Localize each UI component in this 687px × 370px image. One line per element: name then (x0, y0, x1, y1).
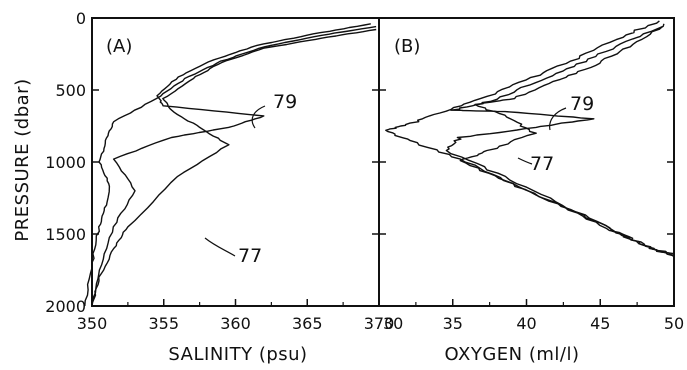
y-tick-label: 0 (76, 9, 86, 28)
y-axis-title: PRESSURE (dbar) (12, 78, 33, 241)
panel-b: 30 35 40 45 50 (B) OXYGEN (ml/l) 79 77 (378, 17, 684, 365)
panel-b-x-tick-label: 50 (664, 314, 684, 333)
y-tick-label: 500 (55, 81, 86, 100)
panel-a-x-tick-label: 370 (364, 314, 395, 333)
panel-b-label: (B) (394, 36, 420, 57)
y-tick-label: 2000 (45, 297, 86, 316)
panel-b-annotation-79-label: 79 (570, 93, 594, 115)
panel-a-annotation-77: 77 (204, 237, 262, 267)
panel-a-label: (A) (106, 36, 132, 57)
panel-a-series-2 (91, 23, 371, 306)
panel-b-series-2 (445, 23, 675, 255)
panel-a-x-tick-label: 365 (292, 314, 323, 333)
panel-a-annotation-77-label: 77 (238, 245, 262, 267)
panel-a-xlabel: SALINITY (psu) (168, 344, 307, 365)
panel-a-ticks: 350 355 360 365 370 0 500 1000 1500 2000 (45, 9, 394, 333)
panel-a-x-tick-label: 360 (220, 314, 251, 333)
panel-a-annotation-79: 79 (251, 91, 297, 129)
panel-a-series-3 (91, 28, 377, 307)
y-tick-label: 1000 (45, 153, 86, 172)
panel-b-annotation-77: 77 (517, 153, 554, 175)
panel-b-annotation-77-label: 77 (530, 153, 554, 175)
panel-a-annotation-79-label: 79 (273, 91, 297, 113)
panel-a-frame (91, 17, 380, 307)
panel-a-series-1 (84, 25, 377, 307)
panel-b-x-tick-label: 30 (383, 314, 403, 333)
panel-a: 350 355 360 365 370 0 500 1000 1500 2000 (A) SALI… (45, 9, 394, 365)
panel-b-annotation-79: 79 (549, 93, 594, 131)
panel-b-xlabel: OXYGEN (ml/l) (445, 344, 580, 365)
panel-b-ticks: 30 35 40 45 50 (378, 17, 684, 333)
panel-a-series (84, 23, 377, 307)
panel-b-x-tick-label: 45 (590, 314, 610, 333)
y-tick-label: 1500 (45, 225, 86, 244)
panel-b-series (385, 20, 675, 258)
panel-b-series-3 (459, 26, 675, 257)
panel-a-x-tick-label: 350 (77, 314, 108, 333)
panel-b-series-1 (385, 20, 675, 258)
panel-a-x-tick-label: 355 (148, 314, 179, 333)
panel-b-x-tick-label: 35 (443, 314, 463, 333)
panel-b-x-tick-label: 40 (516, 314, 536, 333)
